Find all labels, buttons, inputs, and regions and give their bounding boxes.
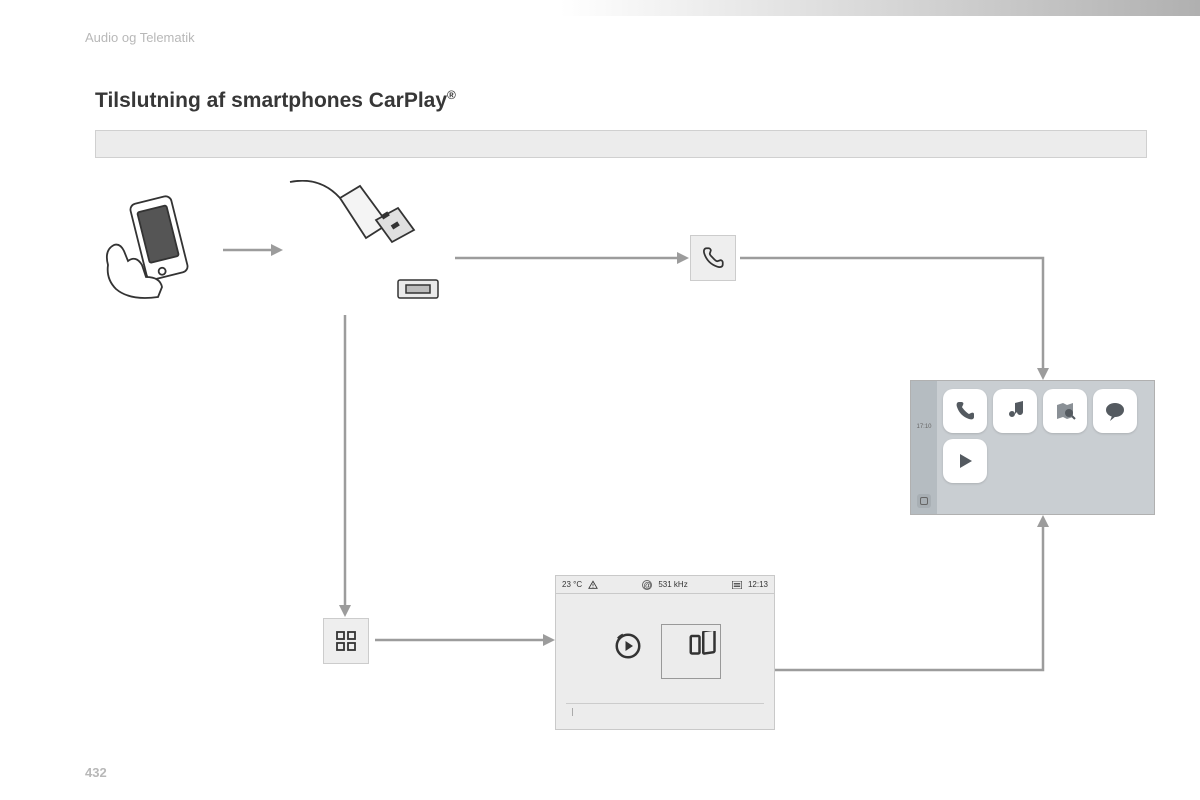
carplay-sidebar-time: 17:10 <box>916 424 931 430</box>
status-time: 12:13 <box>748 580 768 589</box>
phone-handset-icon <box>700 245 726 271</box>
headunit-bottom-bar <box>566 703 764 719</box>
tile-apps-grid-icon <box>323 618 369 664</box>
page-top-gradient <box>560 0 1200 16</box>
tile-phone-icon <box>690 235 736 281</box>
list-icon <box>732 581 742 589</box>
headunit-mirror-button[interactable] <box>685 629 719 663</box>
node-carplay-screen: 17:10 <box>910 380 1155 515</box>
page-title-suffix: ® <box>447 88 456 102</box>
status-at-icon: @ <box>642 580 652 590</box>
carplay-app-maps[interactable] <box>1043 389 1087 433</box>
status-temperature: 23 °C <box>562 580 582 589</box>
page-title-text: Tilslutning af smartphones CarPlay <box>95 89 447 112</box>
flow-diagram: 23 °C @ 531 kHz 12:13 <box>85 180 1155 740</box>
apps-grid-icon <box>334 629 358 653</box>
carplay-app-phone[interactable] <box>943 389 987 433</box>
carplay-app-grid <box>937 381 1154 514</box>
carplay-app-music[interactable] <box>993 389 1037 433</box>
carplay-home-button[interactable] <box>917 494 931 508</box>
headunit-carplay-button[interactable] <box>611 629 645 663</box>
page-title: Tilslutning af smartphones CarPlay® <box>95 88 456 113</box>
node-head-unit: 23 °C @ 531 kHz 12:13 <box>555 575 775 730</box>
node-smartphone <box>100 195 220 300</box>
headunit-body <box>556 594 774 729</box>
carplay-app-messages[interactable] <box>1093 389 1137 433</box>
section-divider <box>95 130 1147 158</box>
carplay-sidebar: 17:10 <box>911 381 937 514</box>
node-usb <box>280 180 450 310</box>
carplay-app-play[interactable] <box>943 439 987 483</box>
page-header: Audio og Telematik <box>85 30 195 45</box>
page-number: 432 <box>85 765 107 780</box>
headunit-status-bar: 23 °C @ 531 kHz 12:13 <box>556 576 774 594</box>
status-frequency: 531 kHz <box>658 580 687 589</box>
warning-triangle-icon <box>588 580 598 590</box>
